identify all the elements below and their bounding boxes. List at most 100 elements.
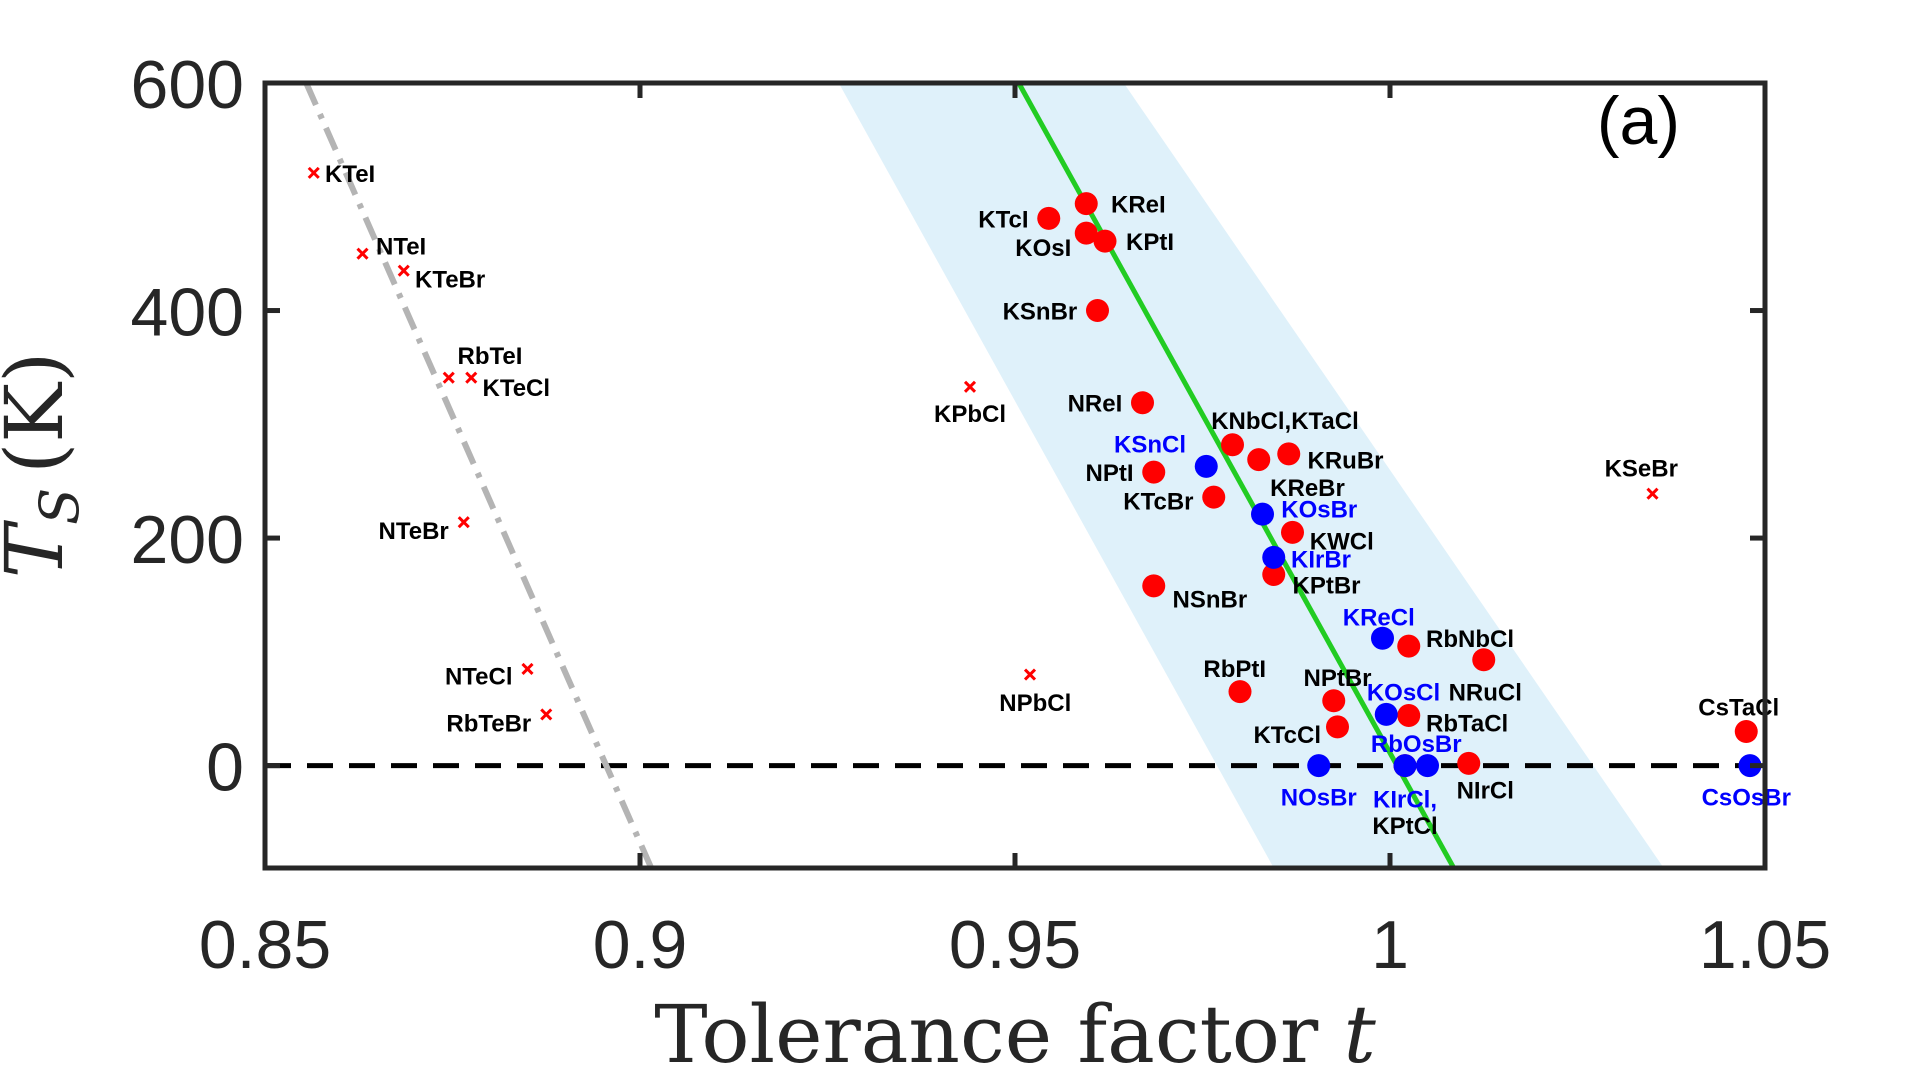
point-cross-stroke <box>457 516 470 529</box>
point-labels-layer: KTeI NTeI KTeBr RbTeI KTeCl NTeBr NTeCl RbTeBr K… <box>325 161 1791 840</box>
point-label-ktci: KTcI <box>978 206 1028 233</box>
point-label-ktecl: KTeCl <box>483 375 551 402</box>
data-point-kosi <box>1074 221 1098 245</box>
point-label-ktccl: KTcCl <box>1253 722 1321 749</box>
point-label-koscl: KOsCl <box>1367 680 1440 707</box>
data-point-kpti <box>1093 229 1117 253</box>
data-point-ktccl <box>1326 715 1349 739</box>
point-label-krecl: KReCl <box>1343 605 1415 632</box>
y-axis-title-symbol: T <box>0 519 81 578</box>
point-label-nptbr: NPtBr <box>1303 665 1371 692</box>
data-point-ntebr <box>457 516 470 529</box>
point-label-nrucl: NRuCl <box>1449 680 1522 707</box>
point-cross-stroke <box>442 371 455 384</box>
data-point-krei <box>1074 192 1098 216</box>
data-point-rbosbr <box>1393 754 1417 778</box>
point-label-kirbr: KIrBr <box>1291 547 1351 574</box>
point-cross-stroke <box>465 371 478 384</box>
point-label-krei: KReI <box>1111 192 1166 219</box>
data-point-ktcbr <box>1202 485 1226 509</box>
stability-band-layer <box>838 83 1664 868</box>
point-label-rbnbcl: RbNbCl <box>1426 626 1514 653</box>
data-point-npti <box>1142 460 1166 484</box>
point-label-krubr: KRuBr <box>1308 448 1384 475</box>
data-point-kptbr <box>1262 562 1286 586</box>
point-cross-stroke <box>356 247 369 260</box>
point-label-rbosbr: RbOsBr <box>1371 731 1462 758</box>
data-point-s1-7 <box>1247 448 1271 472</box>
point-label-ktei: KTeI <box>325 161 375 188</box>
point-label-krebr: KReBr <box>1270 475 1345 502</box>
point-label-kpti: KPtI <box>1126 229 1174 256</box>
data-point-nosbr <box>1307 754 1331 778</box>
y-axis-title-unit: (K) <box>0 352 81 474</box>
data-point-ntei <box>356 247 369 260</box>
x-axis-title: Tolerance factor t <box>654 988 1376 1081</box>
data-point-ktecl <box>465 371 478 384</box>
point-label-ksncl: KSnCl <box>1114 432 1186 459</box>
y-tick-label: 200 <box>131 502 244 578</box>
point-label-npbcl: NPbCl <box>999 690 1071 717</box>
point-label-knbcl-ktacl: KNbCl,KTaCl <box>1211 408 1359 435</box>
point-label-rbtebr: RbTeBr <box>446 710 531 737</box>
point-label-ntei: NTeI <box>376 234 426 261</box>
data-point-rbtebr <box>540 708 553 721</box>
data-point-kwcl <box>1281 520 1304 544</box>
point-label-nsnbr: NSnBr <box>1173 586 1248 613</box>
point-label-nrei: NReI <box>1068 391 1123 418</box>
data-point-rbtei <box>442 371 455 384</box>
point-label-npti: NPtI <box>1086 460 1134 487</box>
point-label-kosi: KOsI <box>1015 235 1071 262</box>
point-cross-stroke <box>307 166 320 179</box>
point-label-kptcl: KPtCl <box>1372 813 1437 840</box>
data-point-s2-6 <box>1416 754 1439 778</box>
data-point-kpbcl <box>963 380 977 393</box>
data-point-nptbr <box>1322 689 1346 713</box>
data-point-ntecl <box>521 662 534 675</box>
point-label-kosbr: KOsBr <box>1281 496 1357 523</box>
x-axis-title-text: Tolerance factor <box>654 988 1343 1081</box>
point-label-nircl: NIrCl <box>1457 778 1514 805</box>
panel-label: (a) <box>1597 83 1680 159</box>
data-point-krubr <box>1277 442 1301 466</box>
point-label-kpbcl: KPbCl <box>934 401 1006 428</box>
x-tick-label: 1 <box>1371 907 1409 983</box>
y-axis-title: TS (K) <box>0 352 91 579</box>
data-point-krecl <box>1371 626 1394 650</box>
x-tick-label: 0.95 <box>949 907 1081 983</box>
point-cross-stroke <box>963 380 977 393</box>
point-cross-stroke <box>1646 487 1659 500</box>
data-point-rbtacl <box>1397 704 1421 728</box>
point-cross-stroke <box>1023 668 1037 681</box>
point-label-rbtei: RbTeI <box>458 343 523 370</box>
point-label-kptbr: KPtBr <box>1293 573 1361 600</box>
data-point-ktci <box>1037 206 1061 230</box>
point-label-kwcl: KWCl <box>1310 528 1374 555</box>
data-point-ksebr <box>1646 487 1659 500</box>
gray-fit-line <box>303 83 654 868</box>
point-label-ksnbr: KSnBr <box>1003 299 1078 326</box>
data-point-nircl <box>1457 751 1481 775</box>
point-cross-stroke <box>397 264 410 277</box>
point-cross-stroke <box>540 708 553 721</box>
stability-band <box>838 83 1664 868</box>
data-point-npbcl <box>1023 668 1037 681</box>
data-point-rbnbcl <box>1397 634 1421 658</box>
data-point-ksnbr <box>1086 299 1109 323</box>
data-point-nrucl <box>1472 648 1496 672</box>
point-label-nosbr: NOsBr <box>1281 784 1357 811</box>
data-point-nsnbr <box>1142 574 1166 598</box>
data-point-ktei <box>307 166 320 179</box>
point-label-rbpti: RbPtI <box>1203 656 1266 683</box>
point-label-ksebr: KSeBr <box>1605 456 1678 483</box>
data-point-ksncl <box>1194 454 1218 478</box>
point-cross-stroke <box>521 662 534 675</box>
data-point-rbpti <box>1228 680 1252 704</box>
data-points-layer <box>307 166 1762 778</box>
point-label-kircl: KIrCl, <box>1373 787 1437 814</box>
y-tick-label: 400 <box>131 275 244 351</box>
point-label-csosbr: CsOsBr <box>1702 784 1791 811</box>
data-point-cstacl <box>1734 719 1758 743</box>
x-tick-label: 1.05 <box>1699 907 1831 983</box>
